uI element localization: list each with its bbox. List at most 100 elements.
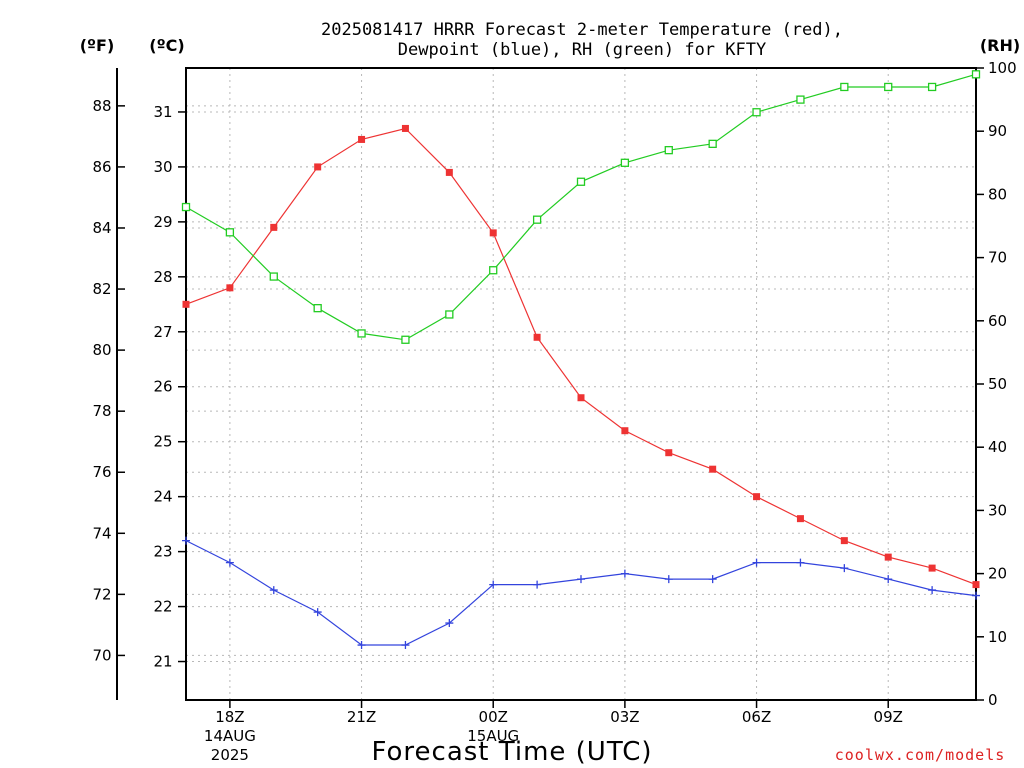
dewpoint-point bbox=[313, 608, 322, 617]
dewpoint-line bbox=[185, 540, 977, 646]
rh-unit-label: (RH) bbox=[980, 36, 1020, 55]
rh-point bbox=[708, 139, 717, 148]
rh-tick-label: 40 bbox=[988, 438, 1007, 456]
rh-tick-label: 50 bbox=[988, 375, 1007, 393]
temperature-point bbox=[928, 564, 936, 572]
chart-title-line2: Dewpoint (blue), RH (green) for KFTY bbox=[398, 40, 766, 60]
temperature-point bbox=[796, 515, 804, 523]
x-tick-label: 14AUG bbox=[204, 727, 256, 745]
rh-point bbox=[532, 215, 542, 224]
temperature-point bbox=[270, 223, 278, 231]
temperature-point bbox=[445, 168, 453, 176]
temperature-point bbox=[358, 135, 366, 143]
f-tick-label: 72 bbox=[92, 585, 111, 603]
x-tick-label: 15AUG bbox=[467, 727, 519, 745]
c-tick-label: 24 bbox=[153, 488, 172, 506]
dewpoint-point bbox=[664, 575, 673, 584]
axes-layer: 70 72 74 76 78 80 82 84 86 88 21 22 23 24 25 26 27 28 29 30… bbox=[92, 59, 1016, 764]
f-tick-label: 70 bbox=[92, 646, 111, 664]
temperature-point bbox=[314, 163, 322, 171]
dewpoint-point bbox=[269, 586, 278, 595]
rh-point bbox=[620, 158, 630, 167]
temperature-point bbox=[226, 284, 234, 292]
rh-point bbox=[445, 310, 454, 319]
credit-label[interactable]: coolwx.com/models bbox=[835, 746, 1006, 764]
rh-tick-label: 70 bbox=[988, 249, 1007, 267]
celsius-unit-label: (ºC) bbox=[149, 36, 184, 55]
x-tick-label: 21Z bbox=[347, 708, 376, 726]
rh-tick-label: 10 bbox=[988, 628, 1007, 646]
f-tick-label: 88 bbox=[92, 97, 111, 115]
temperature-point bbox=[533, 333, 541, 341]
c-tick-label: 31 bbox=[153, 103, 172, 121]
dewpoint-point bbox=[972, 591, 980, 600]
dewpoint-point bbox=[182, 536, 190, 545]
dewpoint-point bbox=[357, 641, 366, 650]
rh-point bbox=[927, 82, 937, 92]
x-axis-title: Forecast Time (UTC) bbox=[371, 737, 652, 767]
rh-point bbox=[181, 202, 191, 212]
rh-tick-label: 0 bbox=[988, 691, 998, 709]
dewpoint-point bbox=[577, 575, 585, 584]
rh-tick-label: 80 bbox=[988, 185, 1007, 203]
rh-line bbox=[185, 73, 977, 341]
rh-point bbox=[225, 228, 235, 237]
c-tick-label: 30 bbox=[153, 158, 172, 176]
dewpoint-point bbox=[533, 580, 542, 589]
f-tick-label: 76 bbox=[92, 463, 111, 481]
dewpoint-point bbox=[489, 580, 498, 589]
dewpoint-point bbox=[445, 619, 454, 628]
c-tick-label: 26 bbox=[153, 378, 172, 396]
f-tick-label: 84 bbox=[92, 219, 111, 237]
temperature-point bbox=[753, 493, 761, 501]
c-tick-label: 27 bbox=[153, 323, 172, 341]
rh-point bbox=[357, 329, 366, 338]
rh-tick-label: 30 bbox=[988, 501, 1007, 519]
dewpoint-point bbox=[752, 558, 761, 567]
c-tick-label: 25 bbox=[153, 433, 172, 451]
temperature-point bbox=[709, 465, 717, 473]
rh-point bbox=[840, 82, 849, 92]
f-tick-label: 86 bbox=[92, 158, 111, 176]
rh-tick-label: 100 bbox=[988, 59, 1017, 77]
dewpoint-point bbox=[620, 569, 629, 578]
dewpoint-point bbox=[884, 575, 893, 584]
temperature-point bbox=[884, 553, 892, 561]
series-layer bbox=[185, 73, 977, 646]
marker-layer bbox=[181, 70, 981, 650]
dewpoint-point bbox=[796, 558, 805, 567]
x-tick-label: 03Z bbox=[610, 708, 639, 726]
fahrenheit-unit-label: (ºF) bbox=[80, 36, 115, 55]
rh-tick-label: 90 bbox=[988, 122, 1007, 140]
rh-point bbox=[752, 108, 761, 117]
f-tick-label: 78 bbox=[92, 402, 111, 420]
x-tick-label: 09Z bbox=[874, 708, 903, 726]
f-tick-label: 74 bbox=[92, 524, 111, 542]
c-tick-label: 22 bbox=[153, 598, 172, 616]
x-tick-label: 06Z bbox=[742, 708, 771, 726]
rh-point bbox=[884, 82, 893, 92]
rh-tick-label: 60 bbox=[988, 312, 1007, 330]
c-tick-label: 21 bbox=[153, 653, 172, 671]
temperature-point bbox=[489, 229, 497, 237]
temperature-point bbox=[182, 300, 190, 308]
c-tick-label: 23 bbox=[153, 543, 172, 561]
dewpoint-point bbox=[225, 558, 234, 567]
temperature-line bbox=[185, 127, 977, 586]
temperature-point bbox=[840, 537, 848, 545]
dewpoint-point bbox=[708, 575, 717, 584]
x-tick-label: 00Z bbox=[479, 708, 508, 726]
rh-point bbox=[664, 146, 673, 155]
f-tick-label: 82 bbox=[92, 280, 111, 298]
rh-point bbox=[489, 266, 498, 275]
temperature-point bbox=[621, 427, 629, 435]
dewpoint-point bbox=[840, 564, 849, 573]
dewpoint-point bbox=[401, 641, 410, 650]
temperature-point bbox=[577, 394, 585, 402]
dewpoint-point bbox=[928, 586, 937, 595]
temperature-point bbox=[665, 449, 673, 457]
x-tick-label: 18Z bbox=[215, 708, 244, 726]
rh-point bbox=[796, 95, 805, 104]
rh-point bbox=[971, 70, 981, 79]
